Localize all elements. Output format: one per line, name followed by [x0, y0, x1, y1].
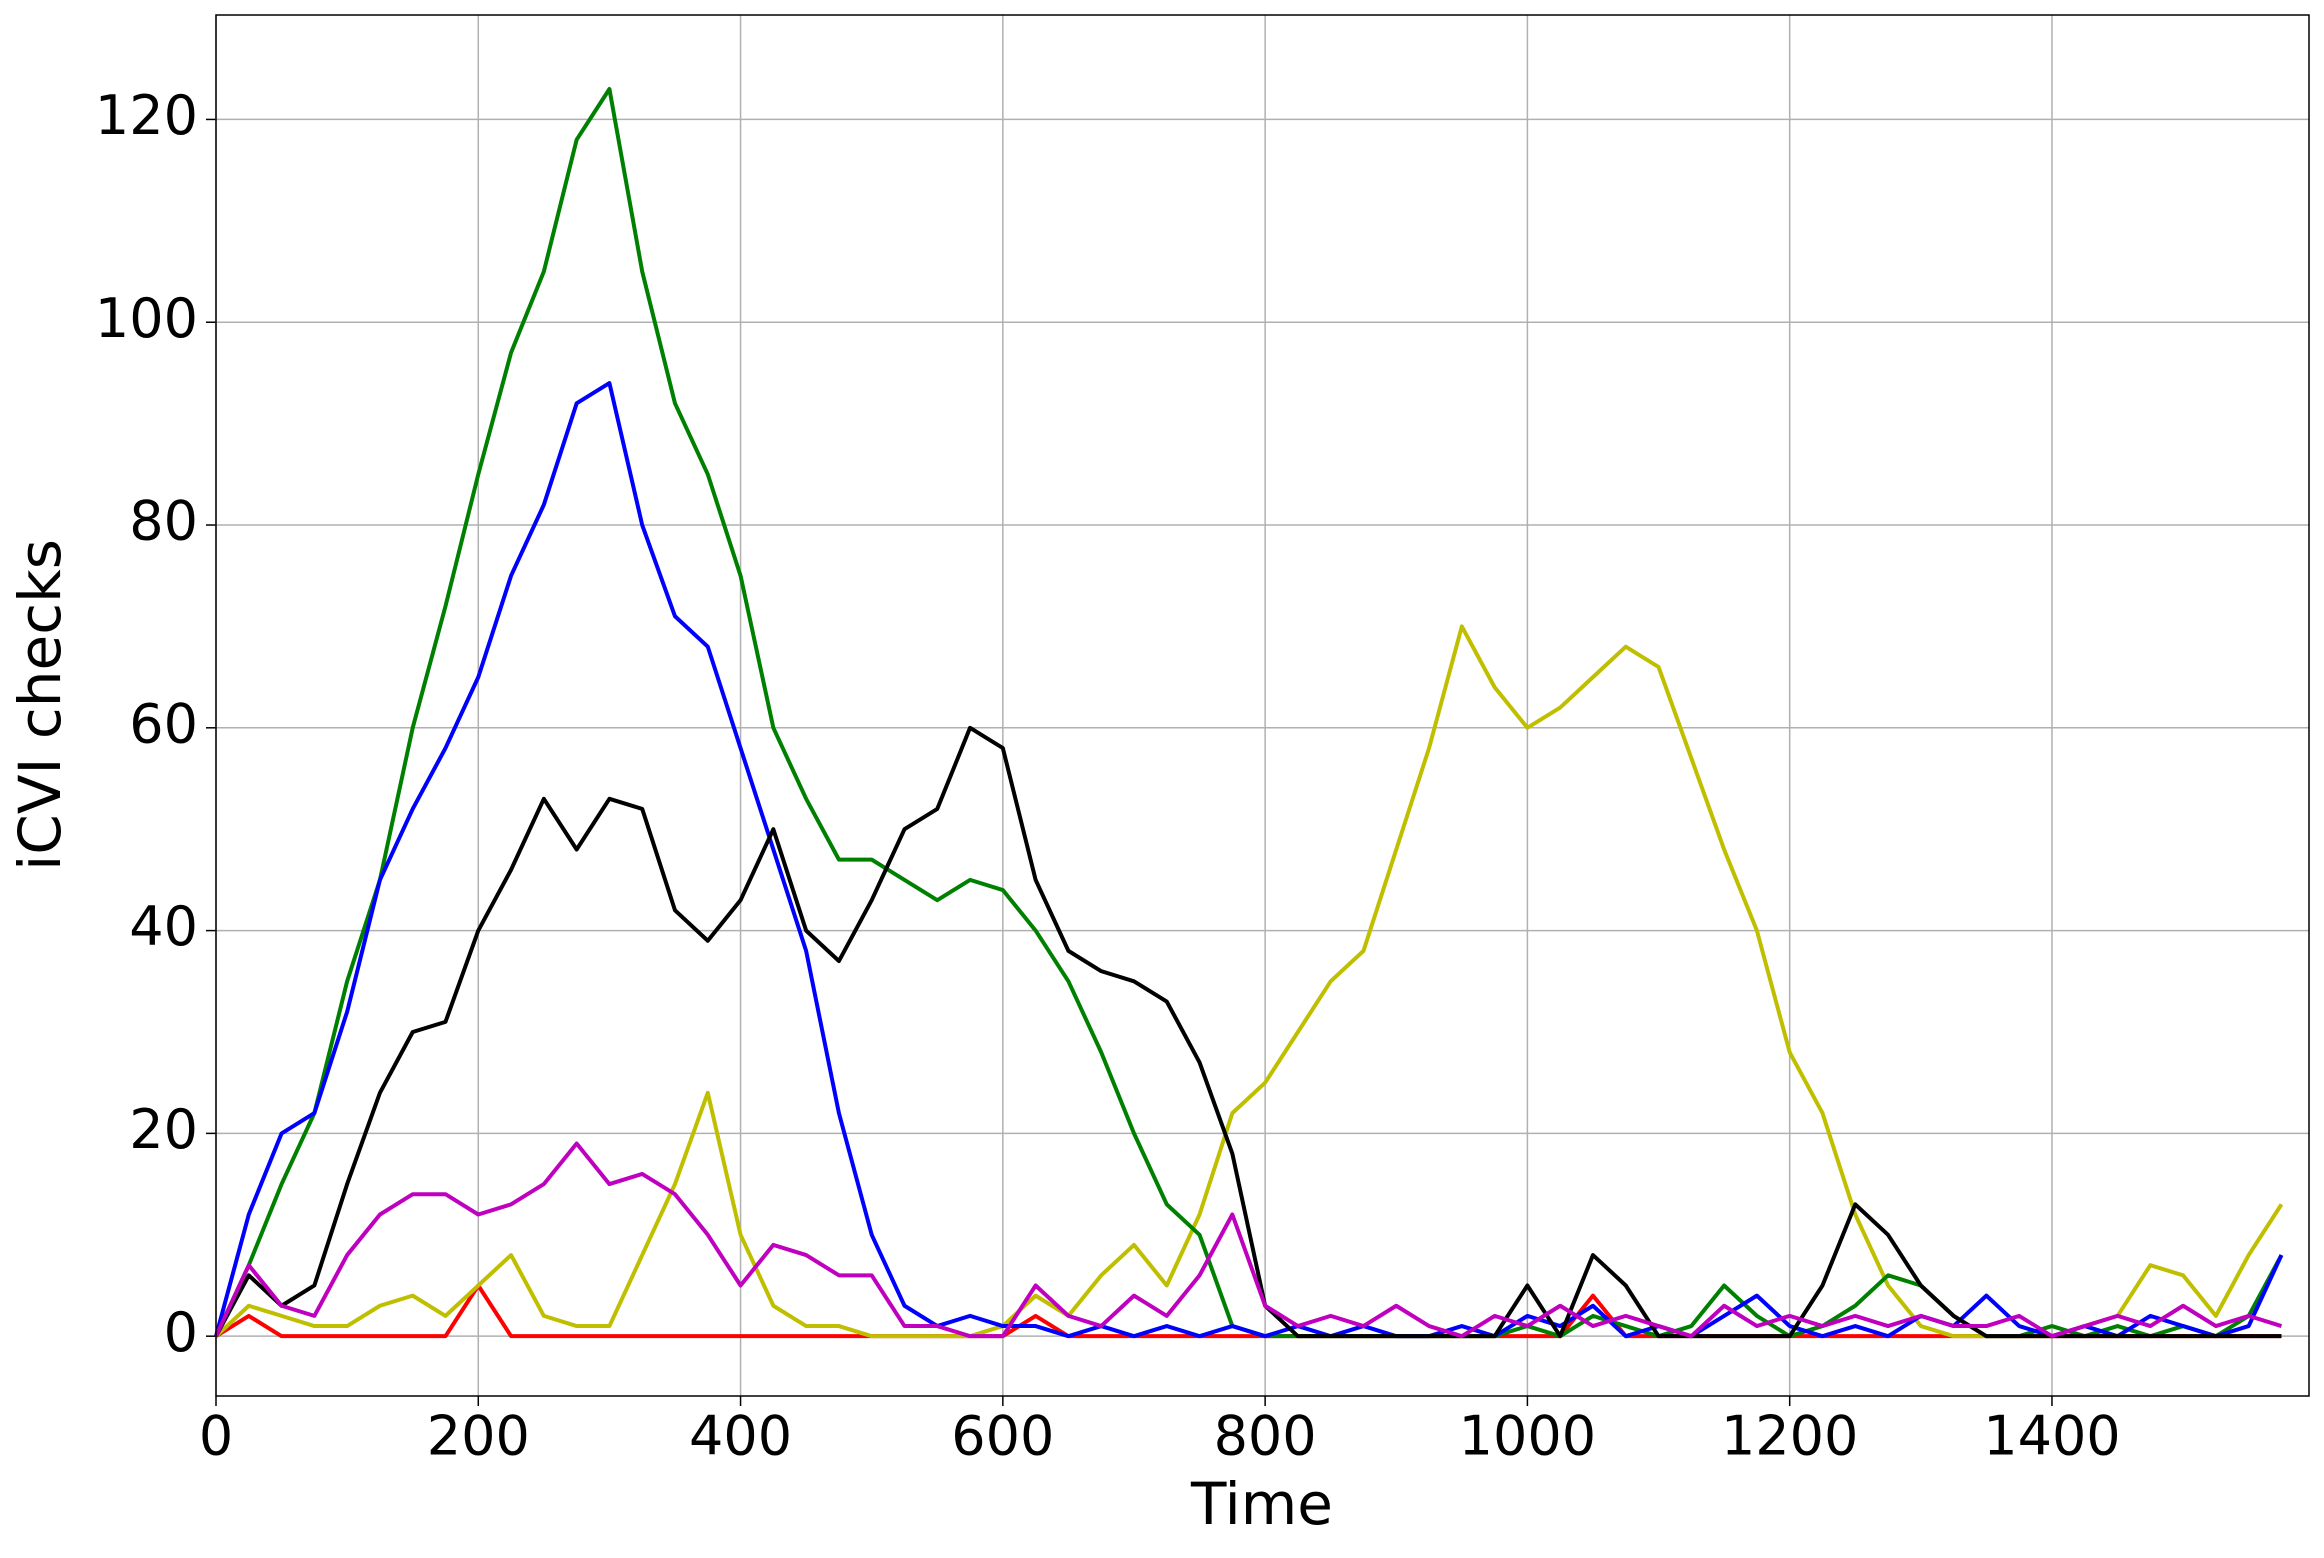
x-tick-label: 400	[689, 1405, 792, 1468]
y-tick-label: 120	[95, 84, 198, 147]
x-tick-label: 1000	[1459, 1405, 1596, 1468]
plot-frame	[215, 14, 2310, 1397]
x-tick-label: 800	[1214, 1405, 1317, 1468]
series-line	[214, 1283, 2282, 1339]
x-tick-label: 600	[951, 1405, 1054, 1468]
y-tick-label: 80	[129, 490, 198, 553]
y-tick-label: 20	[129, 1098, 198, 1161]
x-tick-label: 1400	[1983, 1405, 2120, 1468]
x-tick-label: 1200	[1721, 1405, 1858, 1468]
y-tick-label: 60	[129, 692, 198, 755]
x-tick-label: 200	[427, 1405, 530, 1468]
series-line	[214, 87, 2284, 1339]
series-line	[214, 1141, 2283, 1339]
x-tick-label: 0	[199, 1405, 233, 1468]
y-tick-label: 40	[129, 895, 198, 958]
y-axis-label: iCVI checks	[6, 539, 74, 871]
series-line	[214, 725, 2282, 1339]
x-axis-label: Time	[1190, 1470, 1333, 1538]
y-tick-label: 0	[164, 1301, 198, 1364]
y-tick-label: 100	[95, 287, 198, 350]
series-line	[214, 624, 2284, 1339]
